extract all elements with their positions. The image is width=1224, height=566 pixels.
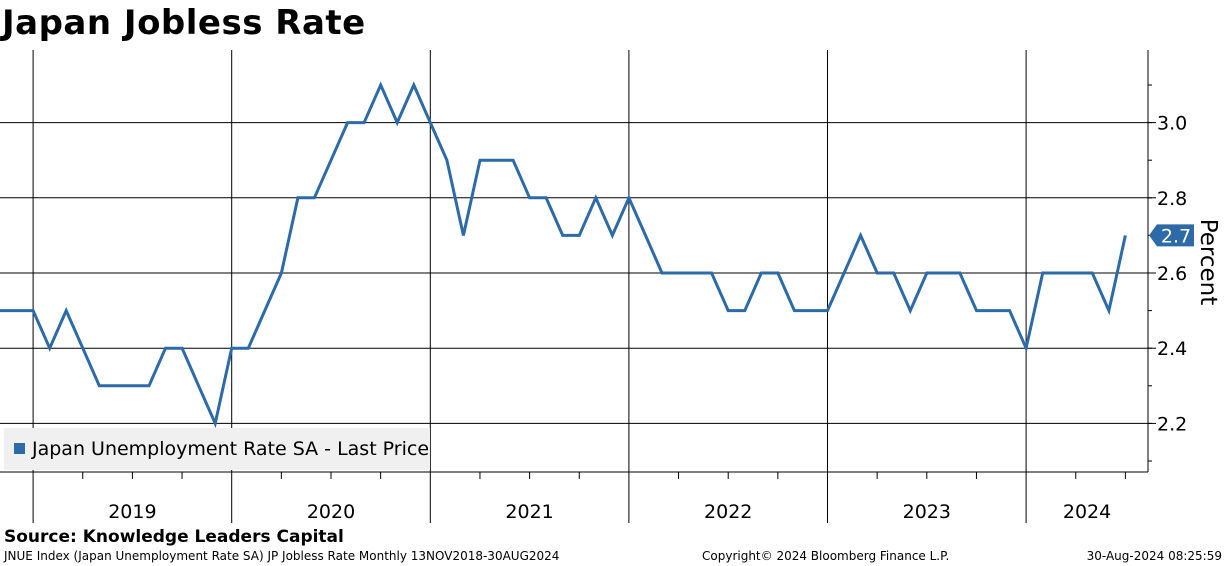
x-tick-label-2020: 2020 bbox=[307, 501, 355, 523]
y-tick-label: 2.4 bbox=[1157, 338, 1187, 360]
x-tick-label-2019: 2019 bbox=[108, 501, 156, 523]
grid-lines bbox=[0, 50, 1148, 523]
y-tick-label: 2.2 bbox=[1157, 413, 1187, 435]
series-line-unemployment-rate bbox=[0, 81, 1127, 429]
x-axis-labels: 2019 2020 2021 2022 2023 2024 bbox=[108, 501, 1111, 523]
y-axis-ticks: 2.2 2.4 2.6 2.8 3.0 bbox=[1148, 84, 1187, 462]
last-value-marker: 2.7 bbox=[1149, 224, 1194, 247]
legend-label: Japan Unemployment Rate SA - Last Price bbox=[32, 438, 430, 460]
axes bbox=[0, 50, 1149, 479]
x-tick-label-2022: 2022 bbox=[704, 501, 752, 523]
x-tick-label-2023: 2023 bbox=[903, 501, 951, 523]
footer-timestamp: 30-Aug-2024 08:25:59 bbox=[1086, 549, 1222, 563]
last-value-label: 2.7 bbox=[1161, 225, 1191, 247]
y-tick-label: 3.0 bbox=[1157, 113, 1187, 135]
source-note: Source: Knowledge Leaders Capital bbox=[4, 527, 344, 547]
footer-copyright: Copyright© 2024 Bloomberg Finance L.P. bbox=[702, 549, 950, 563]
last-value-badge bbox=[1149, 224, 1194, 247]
series-lines bbox=[0, 81, 1127, 429]
legend: Japan Unemployment Rate SA - Last Price bbox=[4, 428, 430, 470]
y-tick-label: 2.6 bbox=[1157, 263, 1187, 285]
chart-title: Japan Jobless Rate bbox=[2, 3, 366, 43]
footer-index-description: JNUE Index (Japan Unemployment Rate SA) … bbox=[4, 549, 560, 563]
y-axis-title-text: Percent bbox=[1195, 219, 1221, 306]
y-axis-title: Percent bbox=[1195, 219, 1221, 306]
x-tick-label-2021: 2021 bbox=[505, 501, 553, 523]
y-tick-label: 2.8 bbox=[1157, 188, 1187, 210]
x-tick-label-2024: 2024 bbox=[1063, 501, 1111, 523]
legend-swatch-icon bbox=[14, 443, 25, 454]
